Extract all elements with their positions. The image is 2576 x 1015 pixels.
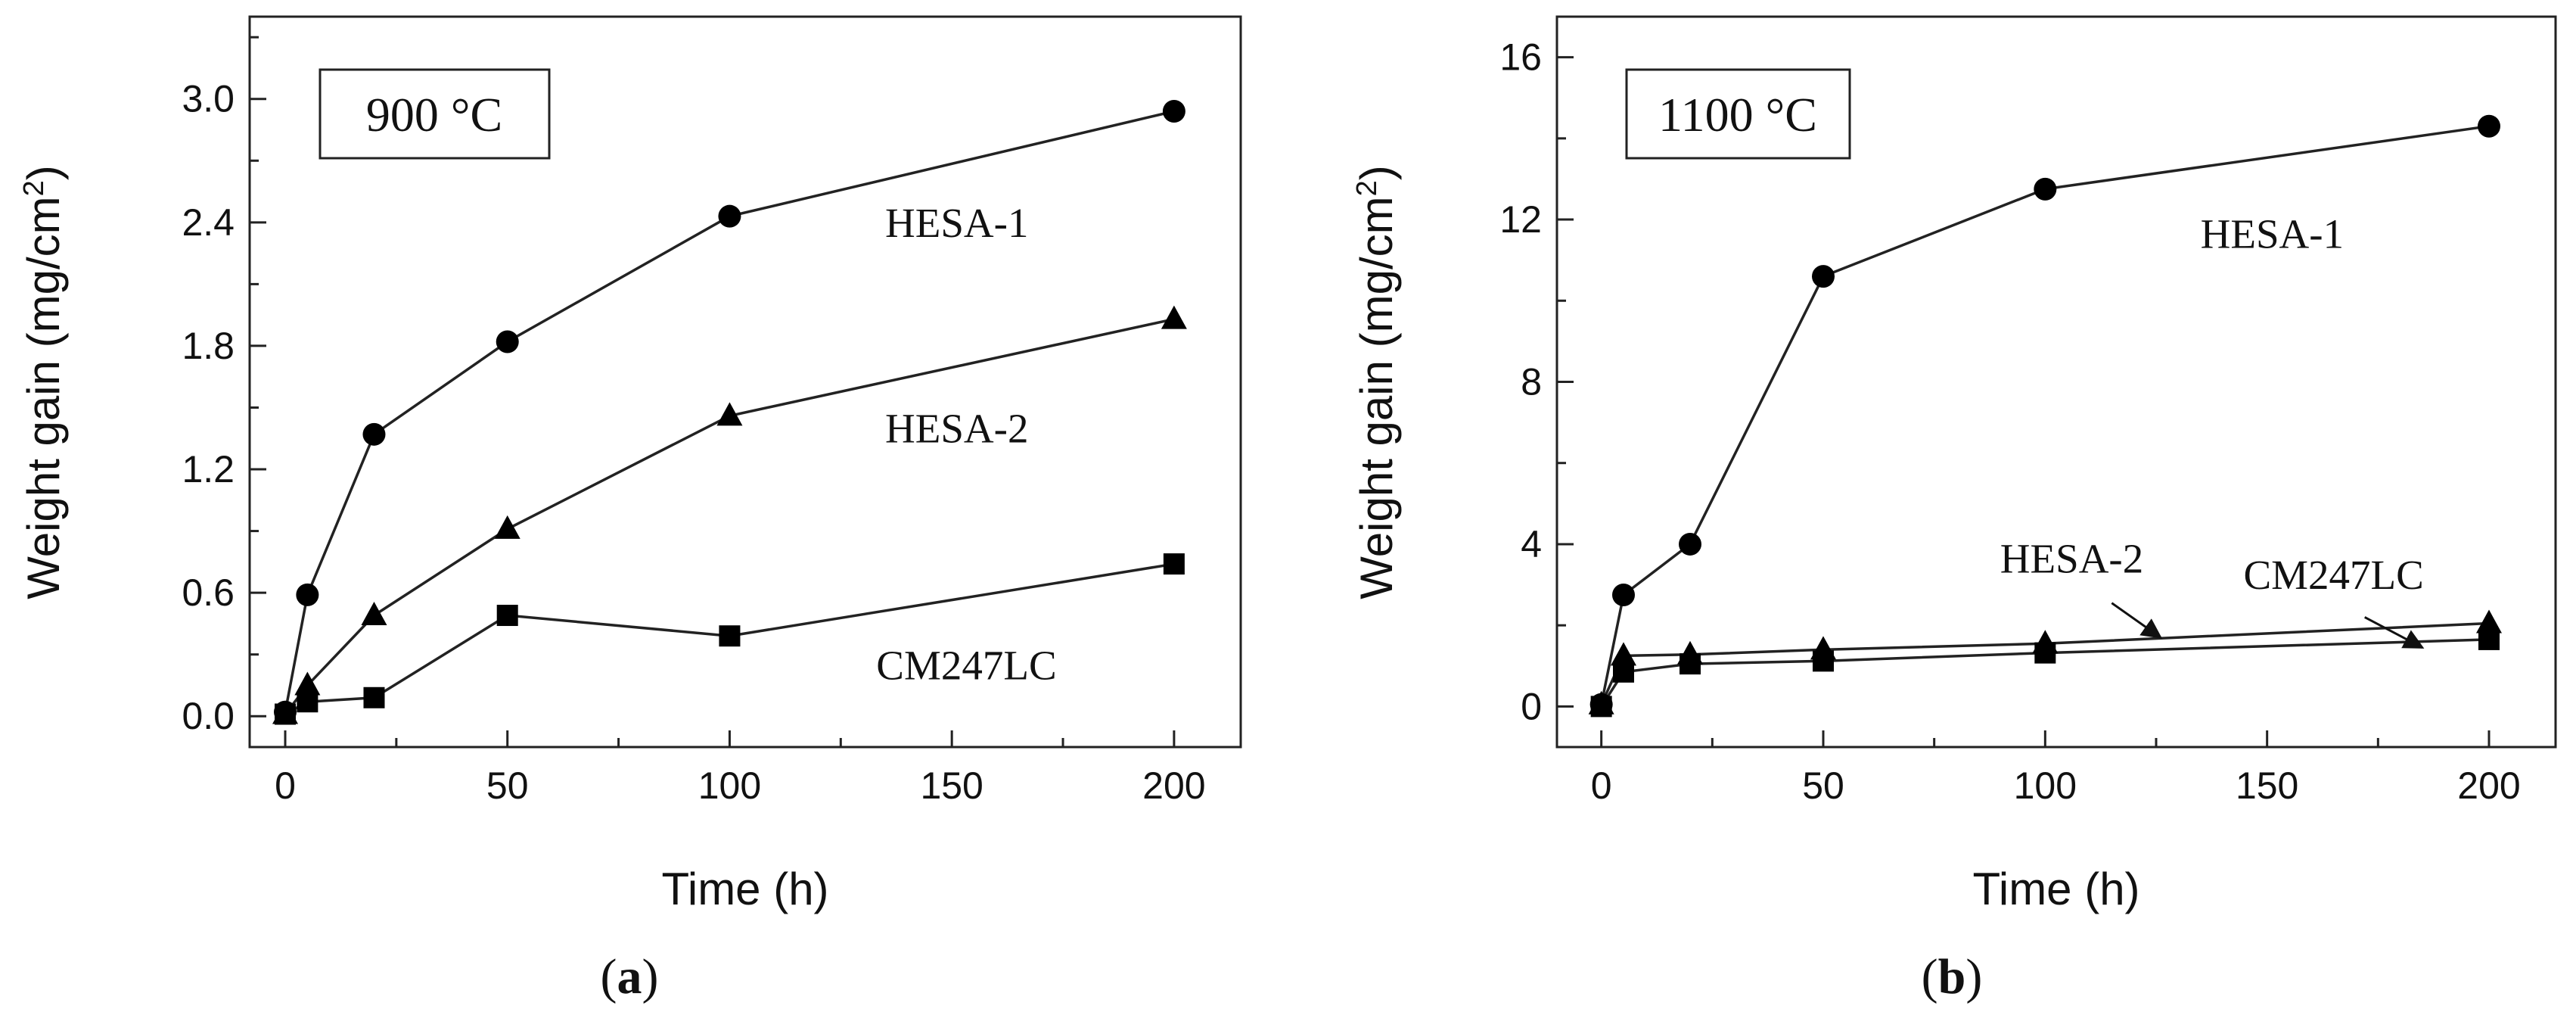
series-label-arrow-hesa-2 xyxy=(2111,602,2163,639)
y-axis-title-sup: 2 xyxy=(1351,180,1383,196)
data-point-hesa-2 xyxy=(294,671,321,696)
ticks: 0 50 100 150 200 0 4 8 12 16 xyxy=(1499,36,2520,807)
y-tick-label: 1.8 xyxy=(182,325,235,367)
y-tick-label: 3.0 xyxy=(182,78,235,120)
y-tick-label: 4 xyxy=(1521,523,1542,565)
data-point-hesa-1 xyxy=(1162,100,1185,123)
data-point-hesa-2 xyxy=(716,402,743,426)
data-point-cm247lc xyxy=(2478,628,2500,650)
data-point-cm247lc xyxy=(719,625,741,647)
data-point-hesa-1 xyxy=(1612,583,1635,606)
series-label-cm247lc: CM247LC xyxy=(2243,552,2423,598)
y-tick-label: 12 xyxy=(1499,198,1542,241)
y-tick-label: 1.2 xyxy=(182,448,235,490)
data-point-hesa-2 xyxy=(361,602,387,626)
series-label-cm247lc: CM247LC xyxy=(876,642,1056,688)
temperature-box: 1100 °C xyxy=(1625,68,1851,160)
data-point-hesa-1 xyxy=(718,204,741,228)
data-point-hesa-1 xyxy=(362,422,386,446)
series-label-hesa-1: HESA-1 xyxy=(885,200,1028,246)
x-tick-label: 200 xyxy=(1142,764,1205,807)
series-labels: HESA-1 HESA-2 CM247LC xyxy=(876,200,1056,688)
data-point-cm247lc xyxy=(1813,650,1834,672)
y-tick-label: 8 xyxy=(1521,361,1542,403)
y-axis-title: Weight gain (mg/cm2) xyxy=(1351,165,1402,599)
y-axis-title: Weight gain (mg/cm2) xyxy=(18,165,69,599)
series-line-hesa-1 xyxy=(284,110,1175,713)
data-point-cm247lc xyxy=(496,605,518,627)
series-line-hesa-1 xyxy=(1599,124,2490,705)
temperature-label: 1100 °C xyxy=(1658,88,1817,142)
series-markers xyxy=(1588,114,2502,718)
x-tick-label: 0 xyxy=(275,764,296,807)
y-tick-label: 0.0 xyxy=(182,695,235,737)
x-tick-label: 150 xyxy=(2236,764,2298,807)
x-tick-label: 100 xyxy=(2014,764,2077,807)
panel-label: (a) xyxy=(601,949,659,1004)
y-axis-title-sup: 2 xyxy=(18,180,50,196)
y-tick-label: 16 xyxy=(1499,36,1542,79)
x-tick-label: 50 xyxy=(486,764,529,807)
temperature-box-frame xyxy=(319,68,551,160)
x-axis-title: Time (h) xyxy=(1972,864,2139,914)
data-point-hesa-2 xyxy=(2476,609,2502,634)
series-label-hesa-2: HESA-2 xyxy=(885,406,1028,452)
y-axis-title-base: Weight gain (mg/cm xyxy=(1351,196,1402,599)
data-point-hesa-1 xyxy=(1812,265,1835,288)
temperature-box-frame xyxy=(1625,68,1851,160)
x-axis-title: Time (h) xyxy=(661,864,828,914)
data-point-hesa-1 xyxy=(296,583,319,606)
temperature-box: 900 °C xyxy=(319,68,551,160)
data-point-hesa-2 xyxy=(494,515,520,539)
x-tick-label: 200 xyxy=(2457,764,2520,807)
series-label-hesa-1: HESA-1 xyxy=(2201,211,2344,257)
series-markers xyxy=(272,100,1187,725)
data-point-hesa-1 xyxy=(496,330,519,353)
series-label-arrow-cm247lc xyxy=(2364,616,2425,649)
data-point-cm247lc xyxy=(1680,653,1701,675)
x-tick-label: 150 xyxy=(920,764,983,807)
data-point-cm247lc xyxy=(274,703,296,725)
temperature-label: 900 °C xyxy=(366,88,502,142)
y-axis-title-end: ) xyxy=(1351,165,1402,180)
series-lines xyxy=(1599,124,2490,708)
data-point-cm247lc xyxy=(1590,696,1612,718)
x-tick-label: 50 xyxy=(1802,764,1844,807)
y-tick-label: 0.6 xyxy=(182,571,235,614)
data-point-cm247lc xyxy=(363,687,385,708)
y-tick-label: 2.4 xyxy=(182,201,235,244)
x-tick-label: 0 xyxy=(1591,764,1612,807)
data-point-cm247lc xyxy=(2034,642,2056,664)
data-point-cm247lc xyxy=(1163,553,1185,575)
data-point-cm247lc xyxy=(1613,661,1634,683)
ticks: 0 50 100 150 200 0.0 0.6 1.2 1.8 2.4 3.0 xyxy=(182,36,1206,807)
y-axis-title-end: ) xyxy=(18,165,69,180)
y-tick-label: 0 xyxy=(1521,685,1542,727)
x-tick-label: 100 xyxy=(698,764,761,807)
panel-label: (b) xyxy=(1922,949,1983,1004)
data-point-hesa-1 xyxy=(2034,177,2057,201)
plot-frame xyxy=(248,15,1242,749)
data-point-hesa-1 xyxy=(1679,532,1701,556)
data-point-hesa-2 xyxy=(1611,642,1636,666)
series-label-hesa-2: HESA-2 xyxy=(2000,535,2143,581)
y-axis-title-base: Weight gain (mg/cm xyxy=(18,196,69,599)
data-point-hesa-1 xyxy=(2478,114,2500,138)
data-point-hesa-2 xyxy=(1161,305,1187,329)
data-point-cm247lc xyxy=(297,691,319,713)
series-labels: HESA-1 HESA-2 CM247LC xyxy=(2000,211,2425,649)
